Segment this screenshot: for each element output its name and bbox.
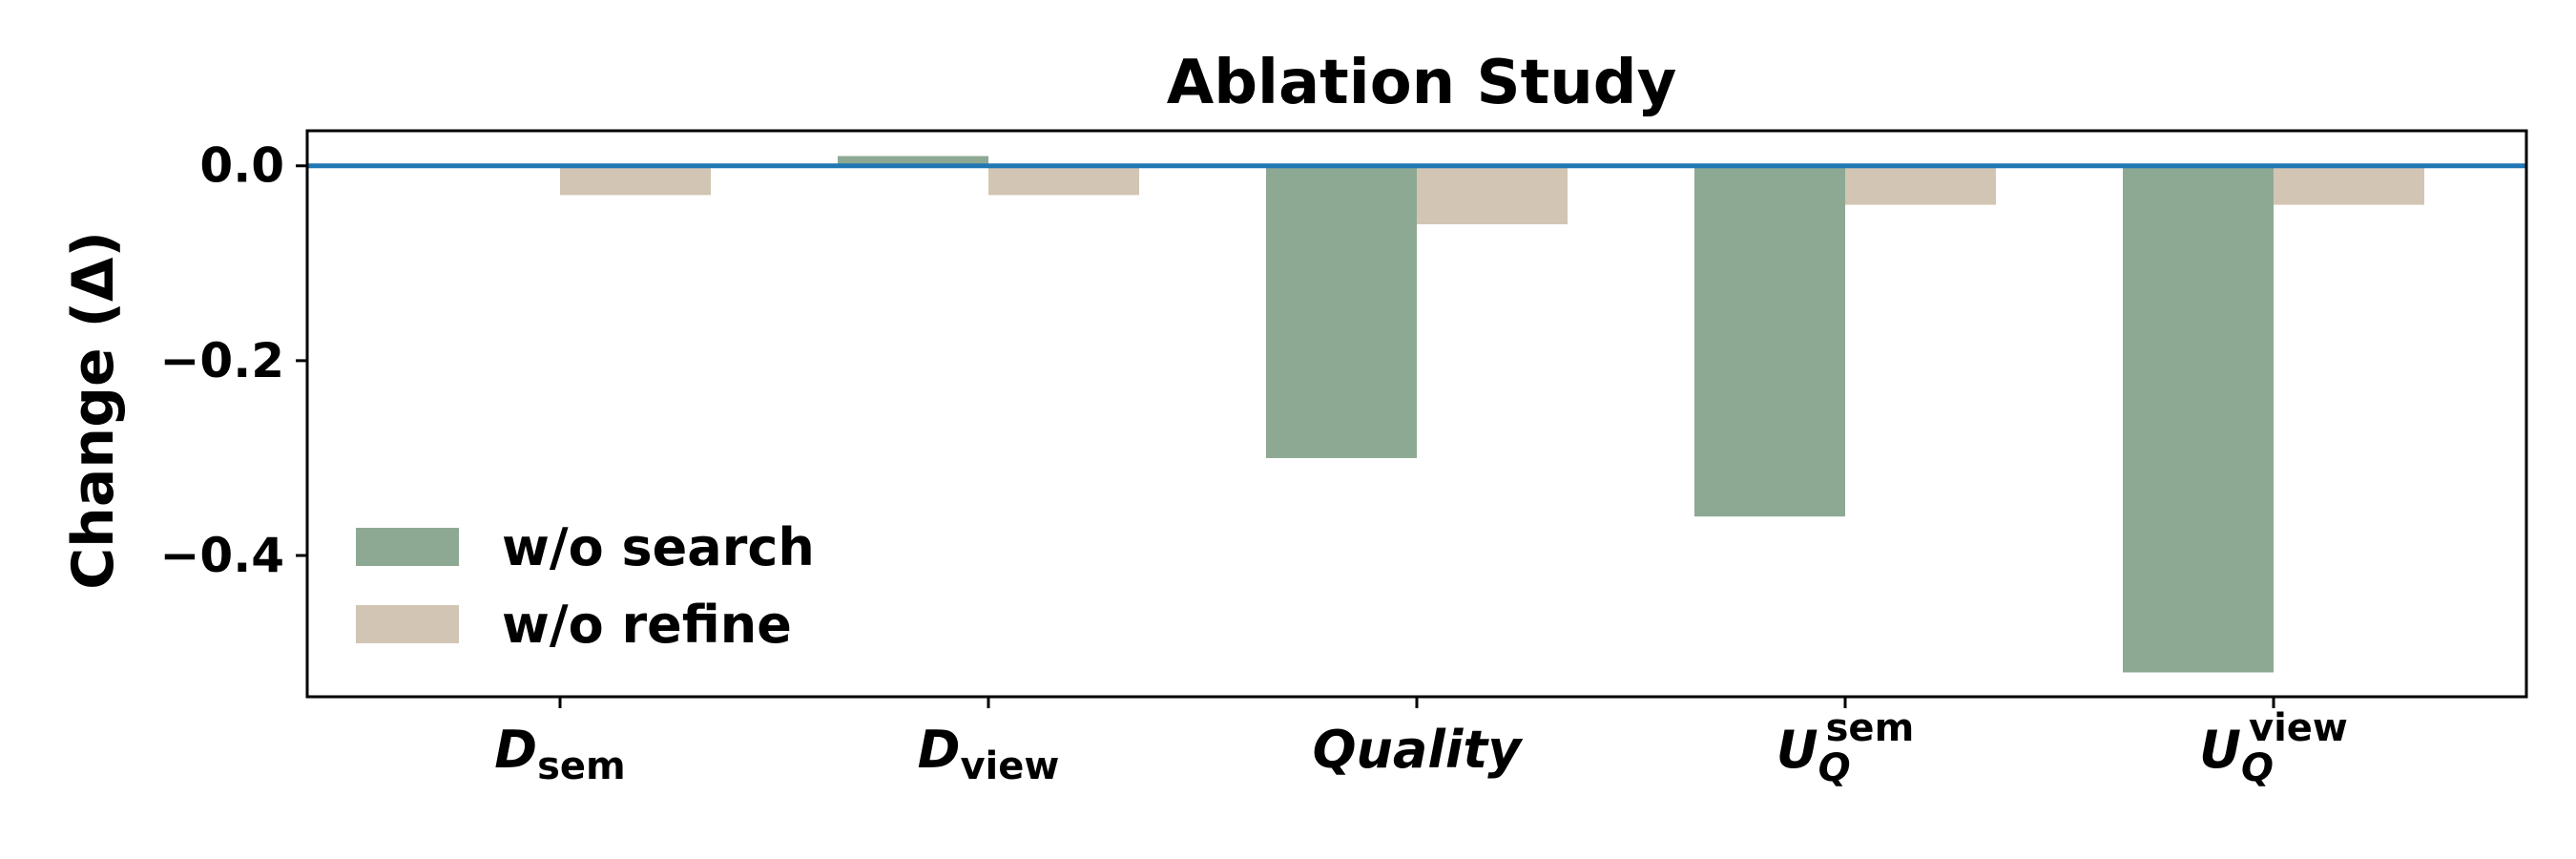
legend-label-search: w/o search <box>502 517 815 577</box>
y-tick-label: −0.4 <box>160 528 284 583</box>
x-axis-ticks: Dsem Dview Quality UQsem UQview <box>494 697 2348 790</box>
bar-refine-1 <box>988 165 1139 196</box>
bar-search-4 <box>2123 165 2274 673</box>
legend-label-refine: w/o refine <box>502 595 792 655</box>
x-tick-label: Dsem <box>494 720 625 788</box>
bars-group <box>560 156 2424 673</box>
bar-search-3 <box>1694 165 1845 517</box>
y-axis-label: Change (Δ) <box>60 231 127 590</box>
bar-refine-3 <box>1845 165 1996 205</box>
plot-frame <box>305 129 2528 699</box>
y-axis-ticks: 0.0 −0.2 −0.4 <box>160 138 307 583</box>
legend-swatch-refine <box>356 605 459 643</box>
bar-refine-0 <box>560 165 711 196</box>
x-tick-label: Dview <box>918 720 1060 788</box>
legend: w/o search w/o refine <box>356 517 815 655</box>
bar-refine-4 <box>2274 165 2424 205</box>
bar-refine-2 <box>1417 165 1568 224</box>
y-tick-label: −0.2 <box>160 333 284 388</box>
x-tick-label: Quality <box>1313 720 1525 780</box>
x-tick-label: UQview <box>2199 706 2348 790</box>
bar-search-2 <box>1266 165 1417 458</box>
legend-swatch-search <box>356 528 459 566</box>
y-tick-label: 0.0 <box>199 138 284 194</box>
chart-title: Ablation Study <box>1167 48 1677 118</box>
x-tick-label: UQsem <box>1776 706 1915 790</box>
bar-search-1 <box>838 156 988 166</box>
